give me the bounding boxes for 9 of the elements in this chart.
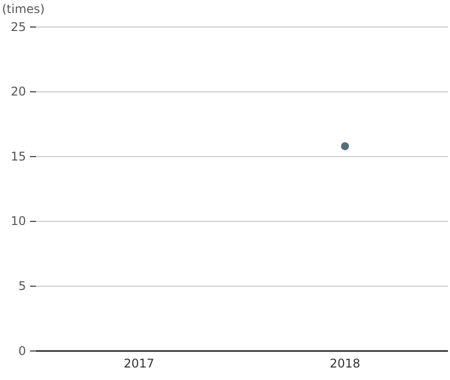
y-tick-label: 5 (18, 279, 26, 294)
y-tick-label: 10 (10, 214, 26, 228)
y-tick-label: 20 (10, 84, 26, 99)
y-tick-label: 15 (10, 149, 26, 164)
y-tick-label: 25 (10, 20, 26, 34)
x-tick-label: 2017 (124, 356, 154, 371)
y-tick-label: 0 (18, 344, 26, 358)
x-tick-label: 2018 (330, 356, 360, 371)
y-axis-title: (times) (2, 2, 45, 16)
